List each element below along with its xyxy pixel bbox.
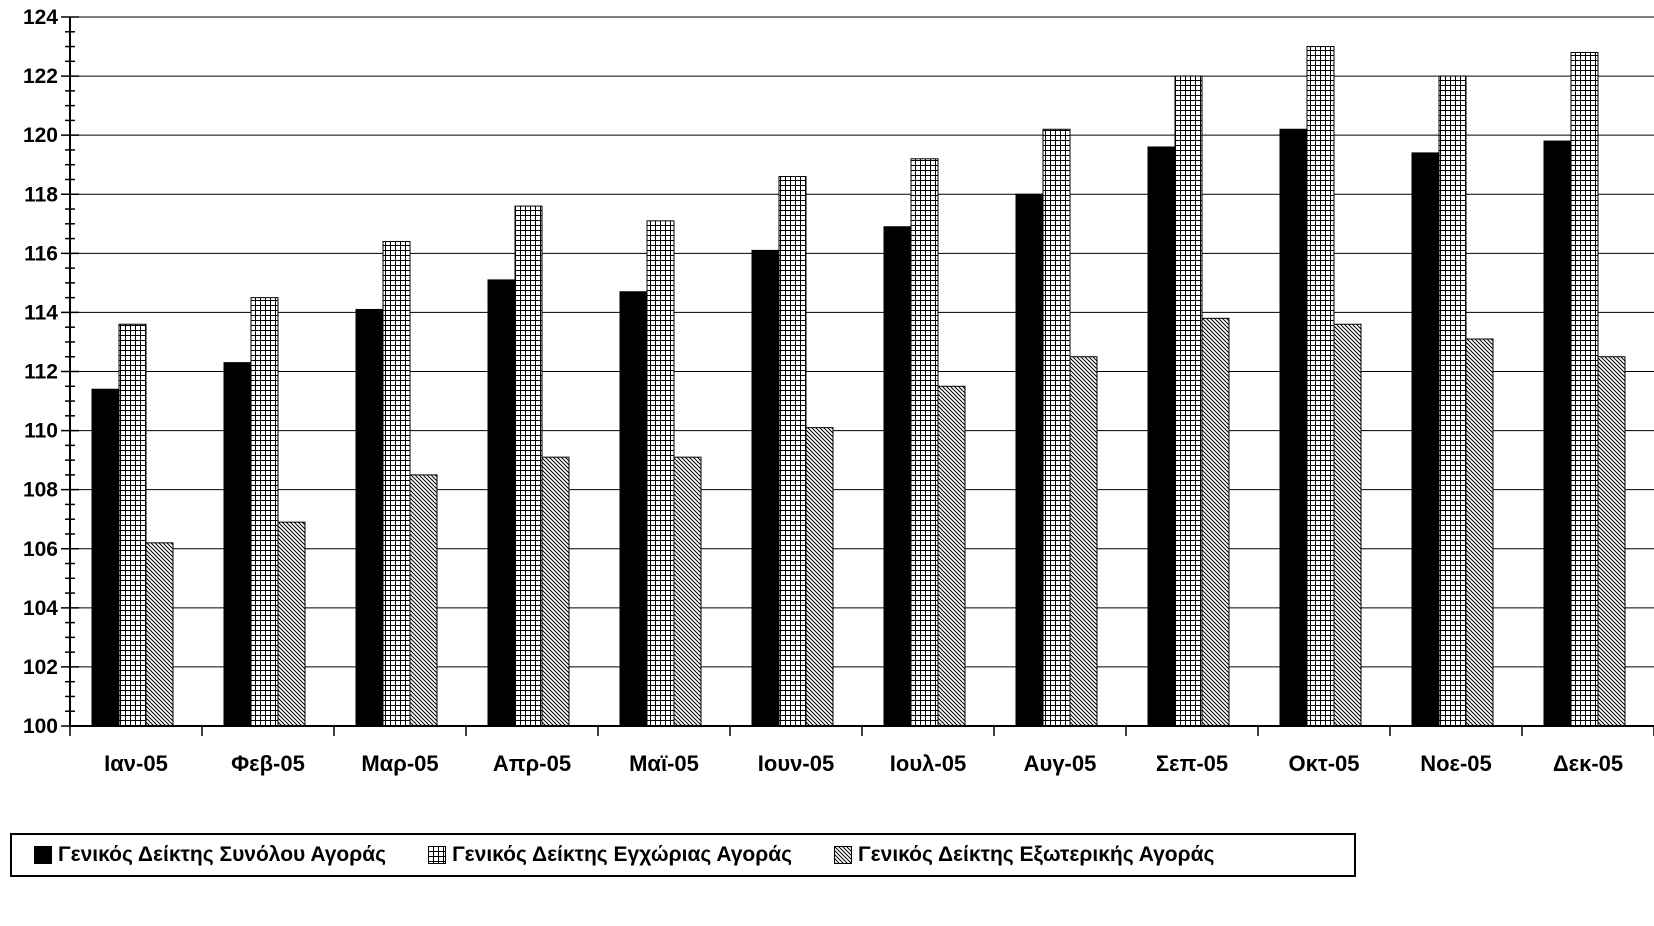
bar-0 — [223, 362, 252, 727]
bar-0 — [1411, 152, 1440, 727]
legend-item-total: Γενικός Δείκτης Συνόλου Αγοράς — [34, 843, 386, 867]
bar-0 — [1543, 140, 1572, 727]
y-tick-label: 116 — [24, 242, 58, 265]
bar-1 — [646, 220, 675, 727]
y-tick-label: 108 — [23, 479, 58, 502]
bar-1 — [250, 297, 279, 727]
bar-1 — [118, 323, 147, 727]
y-tick-label: 102 — [23, 656, 58, 679]
axis-labels: 100 102 104 106 108 110 112 114 116 118 120 122 124 Ι… — [23, 6, 1623, 776]
bars — [91, 46, 1626, 727]
bar-1 — [1306, 46, 1335, 727]
y-tick-label: 120 — [23, 124, 58, 147]
bar-2 — [277, 521, 306, 727]
y-tick-label: 118 — [24, 183, 58, 206]
bar-0 — [487, 279, 516, 727]
y-tick-label: 104 — [23, 597, 58, 620]
axes — [61, 16, 1654, 736]
legend-swatch-solid — [34, 846, 52, 864]
y-tick-label: 114 — [24, 301, 58, 324]
gridlines — [70, 16, 1654, 668]
bar-1 — [1570, 51, 1599, 727]
bar-2 — [1597, 356, 1626, 727]
x-tick-label: Ιουλ-05 — [890, 751, 966, 776]
x-tick-label: Μαϊ-05 — [629, 751, 699, 776]
legend-swatch-diagonal — [834, 846, 853, 864]
bar-2 — [409, 474, 438, 727]
bar-1 — [514, 205, 543, 727]
y-tick-label: 110 — [24, 420, 58, 443]
bar-2 — [1465, 338, 1494, 727]
legend-label-total: Γενικός Δείκτης Συνόλου Αγοράς — [58, 843, 387, 866]
bar-2 — [541, 456, 570, 727]
bar-0 — [91, 388, 120, 727]
bar-0 — [1015, 193, 1044, 727]
x-tick-label: Νοε-05 — [1420, 751, 1492, 776]
x-tick-label: Δεκ-05 — [1553, 751, 1623, 776]
legend-item-domestic: Γενικός Δείκτης Εγχώριας Αγοράς — [428, 843, 792, 867]
bar-0 — [1279, 128, 1308, 727]
bar-2 — [145, 542, 174, 727]
x-tick-label: Μαρ-05 — [361, 751, 438, 776]
bar-0 — [619, 291, 648, 727]
y-tick-label: 124 — [23, 6, 58, 29]
bar-1 — [778, 176, 807, 727]
x-tick-label: Φεβ-05 — [231, 751, 305, 776]
x-tick-label: Οκτ-05 — [1289, 751, 1360, 776]
bar-1 — [382, 241, 411, 727]
bar-0 — [883, 226, 912, 727]
y-tick-label: 106 — [23, 538, 58, 561]
y-tick-label: 112 — [24, 361, 58, 384]
bar-2 — [805, 427, 834, 727]
legend-label-external: Γενικός Δείκτης Εξωτερικής Αγοράς — [858, 843, 1215, 866]
bar-0 — [1147, 146, 1176, 727]
legend-item-external: Γενικός Δείκτης Εξωτερικής Αγοράς — [834, 843, 1214, 867]
bar-2 — [673, 456, 702, 727]
bar-2 — [1201, 317, 1230, 727]
chart-legend: Γενικός Δείκτης Συνόλου Αγοράς Γενικός Δ… — [10, 833, 1356, 877]
bar-1 — [1438, 75, 1467, 727]
legend-swatch-grid — [428, 846, 447, 864]
x-tick-label: Ιουν-05 — [758, 751, 834, 776]
x-tick-label: Ιαν-05 — [104, 751, 168, 776]
bar-1 — [1174, 75, 1203, 727]
x-tick-label: Αυγ-05 — [1024, 751, 1097, 776]
y-tick-label: 100 — [23, 715, 58, 738]
bar-0 — [355, 308, 384, 727]
bar-2 — [937, 385, 966, 727]
bar-2 — [1333, 323, 1362, 727]
x-tick-label: Σεπ-05 — [1156, 751, 1228, 776]
bar-1 — [1042, 128, 1071, 727]
x-tick-label: Απρ-05 — [493, 751, 571, 776]
bar-1 — [910, 158, 939, 727]
bar-0 — [751, 249, 780, 727]
legend-label-domestic: Γενικός Δείκτης Εγχώριας Αγοράς — [452, 843, 793, 866]
bar-2 — [1069, 356, 1098, 727]
y-tick-label: 122 — [23, 65, 58, 88]
